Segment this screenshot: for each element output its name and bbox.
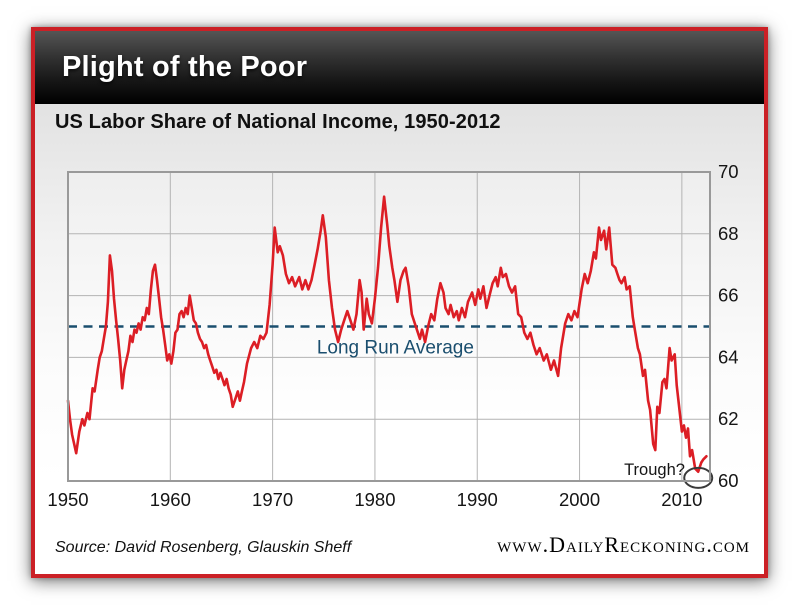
chart-subtitle: US Labor Share of National Income, 1950-…	[55, 111, 501, 133]
chart-title: Plight of the Poor	[62, 51, 308, 83]
plot-border	[67, 171, 711, 482]
x-tick-label: 1960	[150, 489, 191, 510]
y-tick-label: 62	[718, 408, 739, 429]
y-tick-label: 68	[718, 223, 739, 244]
x-tick-label: 1980	[354, 489, 395, 510]
x-tick-label: 1950	[47, 489, 88, 510]
trough-circle	[683, 466, 714, 489]
y-tick-label: 64	[718, 346, 739, 367]
y-tick-label: 70	[718, 161, 739, 182]
labor-share-line-chart: Long Run Average Trough? 1950 1960 1970 1980 1…	[47, 161, 739, 510]
long-run-average-label: Long Run Average	[317, 338, 474, 359]
chart-body: US Labor Share of National Income, 1950-…	[35, 104, 764, 574]
source-credit: Source: David Rosenberg, Glauskin Sheff	[55, 539, 352, 556]
labor-share-series-line	[66, 195, 708, 473]
y-tick-label: 66	[718, 285, 739, 306]
trough-label: Trough?	[624, 461, 685, 479]
chart-header-bar: Plight of the Poor	[35, 31, 764, 104]
x-tick-label: 1990	[457, 489, 498, 510]
x-tick-label: 1970	[252, 489, 293, 510]
y-tick-label: 60	[718, 470, 739, 491]
chart-card: Plight of the Poor US Labor Share of Nat…	[31, 27, 768, 578]
x-tick-label: 2000	[559, 489, 600, 510]
website-watermark: www.DailyReckoning.com	[497, 532, 750, 557]
chart-footer: Source: David Rosenberg, Glauskin Sheff …	[55, 532, 750, 558]
x-tick-label: 2010	[661, 489, 702, 510]
